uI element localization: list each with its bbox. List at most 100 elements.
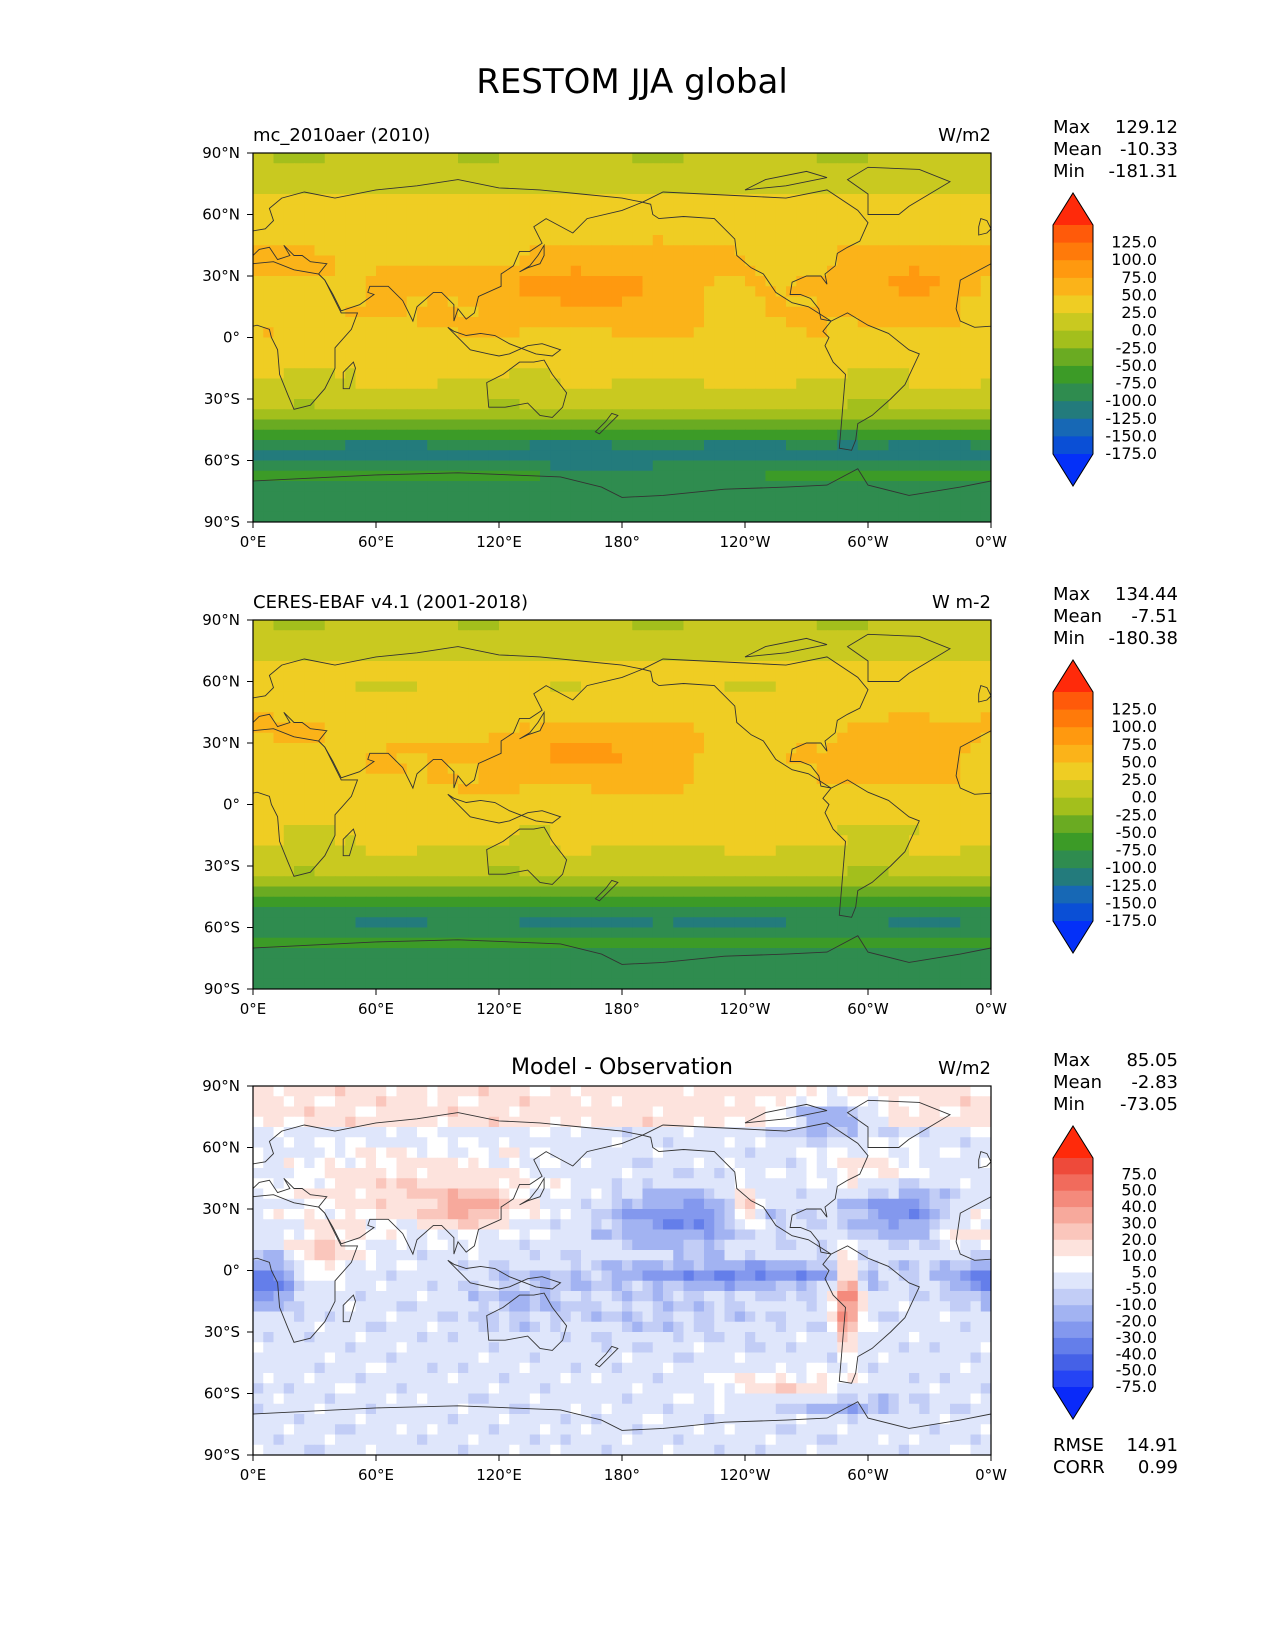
field-cell (663, 204, 674, 216)
field-cell (673, 235, 685, 246)
field-cell (734, 896, 746, 908)
field-cell (365, 337, 377, 349)
field-cell (478, 255, 490, 267)
field-cell (335, 173, 346, 185)
field-cell (560, 378, 572, 390)
field-cell (693, 702, 705, 713)
field-cell (919, 337, 931, 349)
field-cell (570, 368, 582, 380)
field-cell (509, 804, 521, 816)
field-cell (806, 650, 818, 662)
field-cell (529, 501, 541, 513)
field-cell (960, 214, 972, 226)
field-cell (796, 327, 808, 339)
field-cell (796, 661, 808, 672)
field-cell (868, 337, 879, 349)
field-cell (376, 173, 387, 185)
field-cell (263, 640, 275, 652)
field-cell (704, 173, 715, 185)
field-cell (324, 640, 336, 652)
field-cell (478, 481, 490, 492)
field-cell (581, 814, 592, 826)
field-cell (335, 347, 346, 359)
field-cell (745, 896, 756, 908)
field-cell (314, 948, 326, 959)
field-cell (499, 671, 510, 683)
field-cell (570, 429, 582, 441)
field-cell (263, 794, 275, 806)
field-cell (560, 337, 572, 349)
field-cell (632, 265, 644, 277)
field-cell (550, 640, 562, 652)
field-cell (714, 661, 726, 672)
field-cell (734, 450, 746, 462)
field-cell (447, 743, 459, 754)
field-cell (673, 173, 685, 185)
field-cell (263, 896, 275, 908)
y-tick-label: 0° (223, 329, 240, 347)
field-cell (806, 917, 818, 929)
field-cell (765, 265, 777, 277)
field-cell (693, 784, 705, 795)
field-cell (540, 388, 551, 400)
x-tick-label: 0°W (975, 533, 1007, 551)
field-cell (673, 722, 685, 734)
field-cell (611, 204, 623, 216)
field-cell (570, 784, 582, 795)
field-cell (447, 429, 459, 441)
coastline-arctic_is (744, 170, 828, 191)
field-cell (806, 907, 818, 918)
field-cell (847, 907, 859, 918)
field-cell (519, 661, 531, 672)
field-cell (560, 712, 572, 724)
field-cell (622, 491, 633, 503)
field-cell (468, 481, 480, 492)
field-cell (745, 927, 756, 939)
field-cell (581, 620, 592, 631)
field-cell (714, 712, 726, 724)
field-cell (345, 255, 357, 267)
field-cell (775, 358, 787, 369)
field-cell (406, 712, 418, 724)
field-cell (765, 368, 777, 380)
field-cell (909, 732, 920, 744)
field-cell (724, 671, 736, 683)
field-cell (909, 286, 920, 298)
field-cell (765, 661, 777, 672)
field-cell (786, 722, 797, 734)
field-cell (622, 866, 633, 877)
field-cell (775, 511, 787, 522)
field-cell (632, 671, 644, 683)
field-cell (888, 276, 900, 287)
field-cell (304, 511, 316, 522)
field-cell (376, 907, 387, 918)
field-cell (314, 907, 326, 918)
field-cell (724, 825, 736, 836)
field-cell (919, 378, 931, 390)
field-cell (611, 712, 623, 724)
field-cell (324, 927, 336, 939)
field-cell (796, 450, 808, 462)
field-cell (816, 245, 828, 257)
field-cell (827, 773, 838, 785)
field-cell (878, 763, 890, 775)
field-cell (529, 255, 541, 267)
field-cell (765, 358, 777, 369)
field-cell (376, 317, 387, 328)
field-cell (786, 814, 797, 826)
field-cell (837, 753, 849, 765)
field-cell (775, 337, 787, 349)
field-cell (816, 907, 828, 918)
field-cell (345, 245, 357, 257)
field-cell (673, 753, 685, 765)
field-cell (581, 337, 592, 349)
field-cell (806, 855, 818, 867)
field-cell (355, 650, 367, 662)
field-cell (335, 163, 346, 175)
field-cell (314, 276, 326, 287)
field-cell (652, 743, 664, 754)
field-cell (550, 773, 562, 785)
field-cell (560, 784, 572, 795)
field-cell (263, 948, 275, 959)
field-cell (263, 814, 275, 826)
